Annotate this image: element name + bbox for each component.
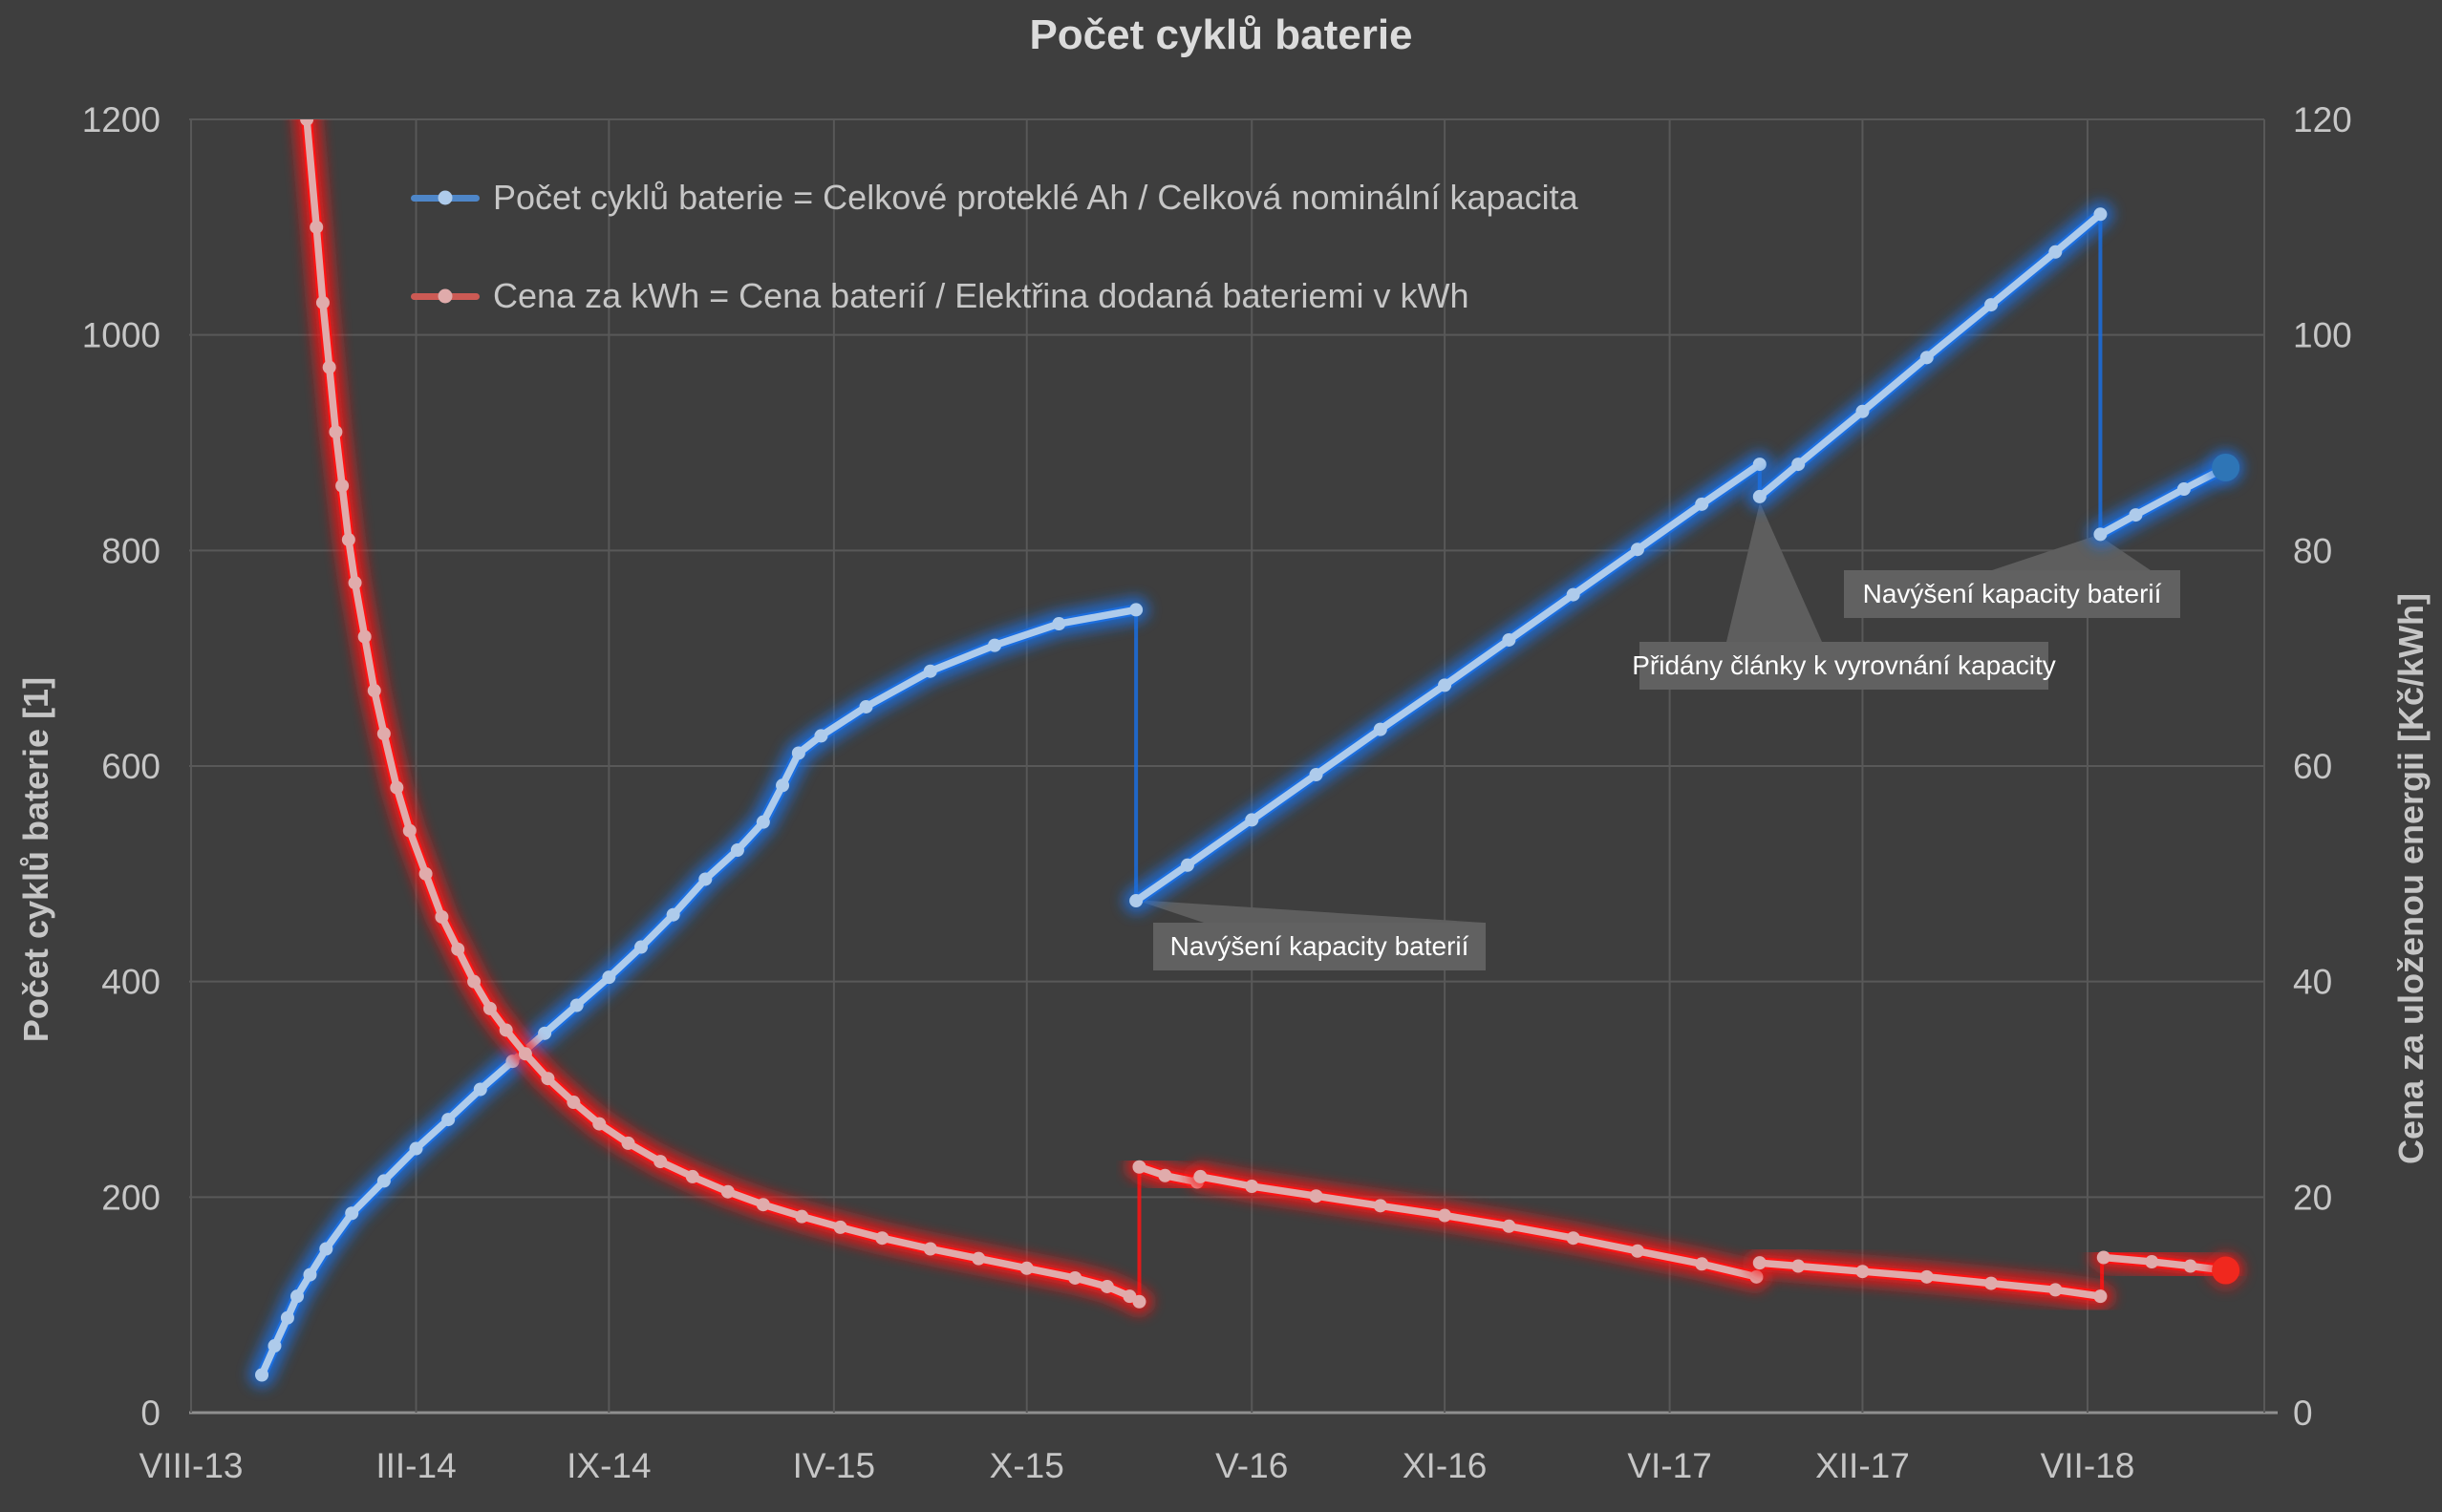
x-tick: IX-14 (567, 1446, 651, 1485)
callout-capacity-increase-2: Navýšení kapacity baterií (1844, 570, 2180, 618)
y-right-tick: 80 (2293, 531, 2332, 570)
y-left-tick: 1000 (82, 316, 161, 355)
axis-tick-labels: 0 200 400 600 800 1000 1200 0 20 40 60 80 100 120 VIII… (82, 100, 2352, 1485)
callout-pointer (1135, 900, 1484, 923)
chart-title: Počet cyklů baterie (1029, 11, 1413, 58)
y-left-tick: 0 (140, 1394, 161, 1433)
y-left-tick: 400 (101, 963, 161, 1002)
x-tick: X-15 (990, 1446, 1064, 1485)
series-1-line (293, 119, 2244, 1315)
x-tick: VI-17 (1627, 1446, 1711, 1485)
x-tick: VII-18 (2041, 1446, 2135, 1485)
y-right-tick: 40 (2293, 963, 2332, 1002)
legend-label-cycles: Počet cyklů baterie = Celkové proteklé A… (493, 178, 1578, 217)
y-right-tick: 60 (2293, 747, 2332, 786)
callout-cells-added: Přidány články k vyrovnání kapacity (1632, 642, 2056, 690)
legend-dot-red-icon (438, 288, 453, 304)
legend-item-price: Cena za kWh = Cena baterií / Elektřina d… (411, 274, 1469, 318)
y-right-tick: 100 (2293, 316, 2352, 355)
x-tick: VIII-13 (139, 1446, 244, 1485)
y-left-tick: 800 (101, 531, 161, 570)
callout-pointer (1726, 502, 1822, 642)
gridlines (189, 118, 2278, 1415)
y-left-tick: 600 (101, 747, 161, 786)
legend-label-price: Cena za kWh = Cena baterií / Elektřina d… (493, 276, 1469, 315)
x-tick: V-16 (1215, 1446, 1288, 1485)
x-tick: XI-16 (1403, 1446, 1487, 1485)
legend-line-blue-icon (411, 190, 480, 205)
legend-item-cycles: Počet cyklů baterie = Celkové proteklé A… (411, 176, 1578, 220)
x-tick: IV-15 (793, 1446, 875, 1485)
callout-capacity-increase-1: Navýšení kapacity baterií (1153, 923, 1486, 970)
y-right-tick: 0 (2293, 1394, 2313, 1433)
y-left-tick: 1200 (82, 100, 161, 139)
y-axis-left-title: Počet cyklů baterie [1] (16, 676, 55, 1043)
y-right-tick: 120 (2293, 100, 2352, 139)
y-right-tick: 20 (2293, 1178, 2332, 1217)
legend-dot-blue-icon (438, 190, 453, 205)
x-tick: III-14 (375, 1446, 456, 1485)
series-0-line (248, 201, 2244, 1388)
legend-line-red-icon (411, 288, 480, 304)
y-left-tick: 200 (101, 1178, 161, 1217)
y-axis-right-title: Cena za uloženou energii [Kč/kWh] (2391, 592, 2431, 1165)
x-tick: XII-17 (1815, 1446, 1910, 1485)
